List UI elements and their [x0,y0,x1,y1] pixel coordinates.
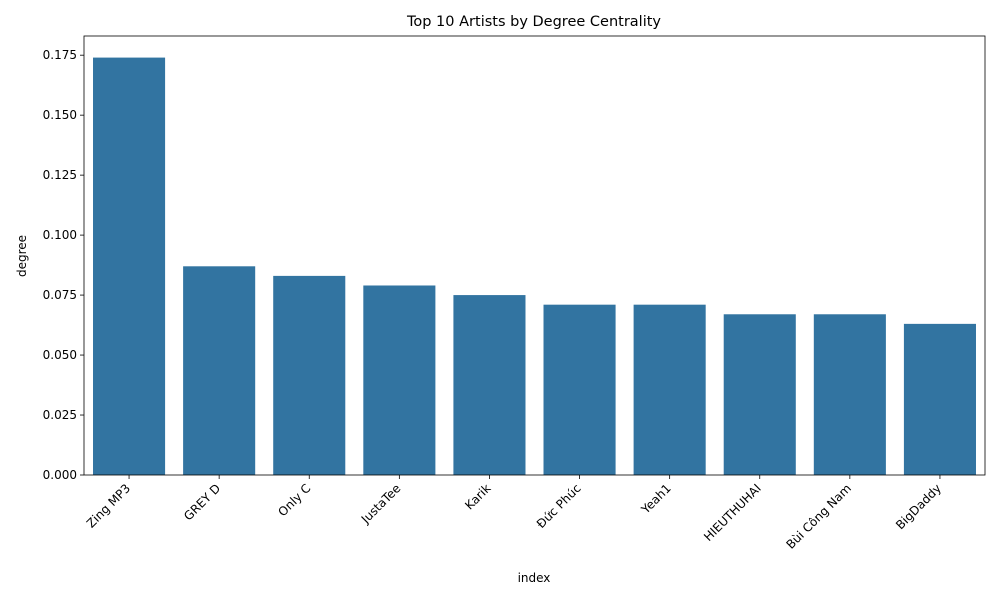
bar [903,323,976,475]
x-tick-label: Zing MP3 [84,481,133,530]
y-axis-label: degree [15,235,29,277]
bar [453,295,526,475]
bar [813,314,886,475]
chart-title: Top 10 Artists by Degree Centrality [406,14,661,30]
axes-frame [83,35,986,476]
y-tick-label: 0.000 [43,468,77,482]
x-tick-label: BigDaddy [893,481,944,532]
y-tick-label: 0.125 [43,168,77,182]
x-tick-label: Karik [462,481,493,512]
x-tick-label: Đức Phúc [534,481,584,531]
bar [543,304,616,475]
x-tick-label: GREY D [181,481,223,523]
bar [273,275,346,475]
bar [723,314,796,475]
y-tick-label: 0.050 [43,348,77,362]
bar [183,266,256,475]
x-tick-label: HIEUTHUHAI [701,481,764,544]
x-tick-label: Only C [275,481,313,519]
bar [363,285,436,475]
bar [633,304,706,475]
x-tick-label: JustaTee [358,481,404,527]
x-tick-label: Yeah1 [638,481,674,517]
y-tick-label: 0.100 [43,228,77,242]
y-tick-label: 0.150 [43,108,77,122]
y-tick-label: 0.025 [43,408,77,422]
y-tick-label: 0.075 [43,288,77,302]
y-tick-label: 0.175 [43,48,77,62]
x-tick-label: Bùi Công Nam [783,481,854,552]
bar [93,57,166,476]
x-axis-label: index [518,571,551,585]
plot-area: Zing MP3 GREY D Only C JustaTee Karik Đức Phú… [43,35,986,552]
